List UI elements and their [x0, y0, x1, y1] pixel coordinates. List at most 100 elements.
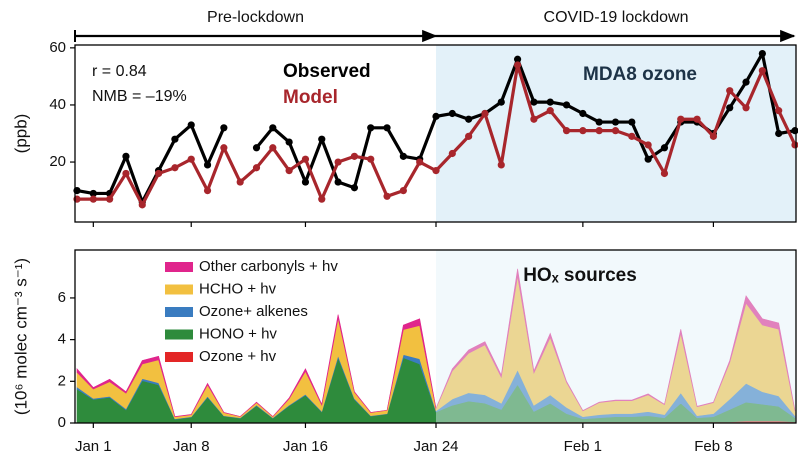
- y-tick-label: 20: [49, 153, 66, 170]
- y-axis-label: (10⁶ molec cm⁻³ s⁻¹): [11, 258, 30, 415]
- y-tick-label: 6: [58, 289, 66, 306]
- data-point: [660, 144, 669, 152]
- period-label: Pre-lockdown: [207, 9, 304, 26]
- data-point: [432, 167, 440, 175]
- data-point: [318, 135, 326, 143]
- data-point: [742, 78, 750, 86]
- x-tick-label: Feb 8: [694, 438, 732, 455]
- data-point: [481, 109, 489, 118]
- annotation: r = 0.84: [92, 63, 147, 80]
- legend-swatch: [165, 284, 193, 295]
- data-point: [416, 158, 424, 166]
- data-point: [269, 144, 277, 152]
- legend-label: Other carbonyls + hv: [199, 258, 338, 275]
- data-point: [562, 127, 571, 135]
- data-point: [562, 101, 571, 109]
- data-point: [758, 67, 766, 75]
- data-point: [611, 127, 620, 135]
- data-point: [530, 98, 538, 106]
- data-point: [89, 189, 97, 198]
- data-point: [530, 115, 538, 123]
- data-point: [154, 169, 163, 178]
- data-point: [285, 138, 293, 146]
- lockdown-shade: [436, 250, 796, 423]
- legend-swatch: [165, 352, 193, 362]
- data-point: [775, 107, 783, 115]
- data-point: [726, 104, 734, 112]
- annotation: MDA8 ozone: [583, 64, 697, 85]
- data-point: [693, 115, 701, 123]
- data-point: [399, 186, 407, 195]
- y-axis-label: (ppb): [11, 114, 30, 154]
- data-point: [350, 152, 359, 160]
- period-label: COVID-19 lockdown: [544, 9, 689, 26]
- data-point: [448, 149, 456, 158]
- data-point: [187, 121, 195, 129]
- data-point: [758, 49, 766, 58]
- data-point: [171, 135, 179, 143]
- data-point: [546, 107, 554, 115]
- data-point: [775, 129, 783, 138]
- data-point: [644, 141, 652, 149]
- data-point: [122, 169, 130, 178]
- legend-swatch: [165, 307, 193, 317]
- data-point: [285, 167, 293, 175]
- y-tick-label: 0: [58, 414, 66, 431]
- legend-label: HCHO + hv: [199, 280, 277, 297]
- annotation: NMB = –19%: [92, 88, 187, 105]
- data-point: [709, 132, 718, 140]
- data-point: [726, 87, 734, 95]
- data-point: [220, 124, 228, 132]
- data-point: [122, 152, 130, 160]
- data-point: [203, 186, 212, 195]
- legend-label: Ozone+ alkenes: [199, 303, 308, 320]
- data-point: [138, 201, 146, 209]
- data-point: [367, 124, 375, 132]
- x-tick-label: Jan 1: [75, 438, 112, 455]
- data-point: [497, 98, 505, 106]
- data-point: [236, 178, 244, 186]
- data-point: [318, 195, 326, 203]
- plot-frame: [74, 44, 797, 223]
- x-tick-label: Jan 8: [173, 438, 210, 455]
- x-tick-label: Feb 1: [564, 438, 602, 455]
- x-tick-label: Jan 24: [413, 438, 458, 455]
- data-point: [203, 161, 212, 169]
- stacked-area: [76, 268, 796, 418]
- y-tick-label: 60: [49, 39, 66, 56]
- data-point: [644, 155, 652, 163]
- data-point: [677, 115, 685, 123]
- data-point: [628, 118, 636, 126]
- data-point: [383, 192, 391, 200]
- data-point: [334, 178, 342, 186]
- legend-swatch: [165, 329, 193, 340]
- data-point: [579, 109, 587, 118]
- legend-label: Observed: [283, 61, 371, 82]
- data-point: [89, 195, 97, 203]
- data-point: [497, 161, 505, 169]
- data-point: [465, 132, 473, 140]
- plot-frame: [74, 249, 797, 424]
- data-point: [252, 144, 261, 152]
- data-point: [513, 55, 522, 63]
- data-point: [579, 127, 587, 135]
- data-point: [465, 115, 473, 123]
- y-tick-label: 2: [58, 372, 66, 389]
- data-point: [595, 127, 603, 135]
- data-point: [334, 158, 342, 166]
- data-point: [171, 164, 179, 172]
- data-point: [399, 152, 407, 160]
- y-tick-label: 40: [49, 96, 66, 113]
- data-point: [628, 132, 636, 140]
- data-point: [367, 155, 375, 163]
- data-point: [448, 109, 456, 118]
- data-point: [595, 118, 603, 126]
- data-point: [187, 155, 195, 163]
- data-point: [220, 144, 228, 152]
- legend-label: Model: [283, 87, 338, 108]
- data-point: [269, 124, 277, 132]
- x-tick-label: Jan 16: [283, 438, 328, 455]
- legend-label: Ozone + hv: [199, 348, 277, 365]
- data-point: [252, 164, 261, 172]
